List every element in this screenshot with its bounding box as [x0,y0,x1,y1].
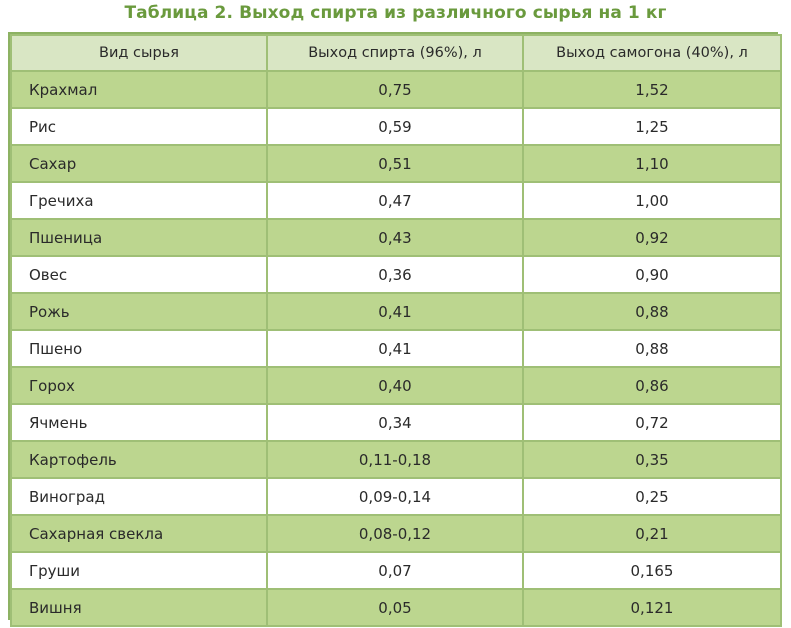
cell-spirit-yield: 0,05 [266,588,524,627]
table-row: Пшено 0,41 0,88 [10,329,782,368]
cell-moonshine-yield: 1,10 [522,144,782,183]
cell-spirit-yield: 0,41 [266,292,524,331]
header-moonshine-yield: Выход самогона (40%), л [522,34,782,72]
cell-raw-material: Горох [10,366,268,405]
table-row: Виноград 0,09-0,14 0,25 [10,477,782,516]
table-row: Сахарная свекла 0,08-0,12 0,21 [10,514,782,553]
cell-moonshine-yield: 0,90 [522,255,782,294]
cell-spirit-yield: 0,41 [266,329,524,368]
table-row: Овес 0,36 0,90 [10,255,782,294]
cell-spirit-yield: 0,34 [266,403,524,442]
cell-raw-material: Рис [10,107,268,146]
cell-moonshine-yield: 0,88 [522,292,782,331]
cell-moonshine-yield: 0,92 [522,218,782,257]
cell-raw-material: Груши [10,551,268,590]
cell-moonshine-yield: 0,88 [522,329,782,368]
table-header-row: Вид сырья Выход спирта (96%), л Выход са… [10,34,782,72]
yield-table-container: Вид сырья Выход спирта (96%), л Выход са… [8,32,782,627]
cell-raw-material: Сахарная свекла [10,514,268,553]
cell-raw-material: Овес [10,255,268,294]
cell-raw-material: Рожь [10,292,268,331]
table-row: Гречиха 0,47 1,00 [10,181,782,220]
cell-moonshine-yield: 1,00 [522,181,782,220]
cell-spirit-yield: 0,40 [266,366,524,405]
cell-spirit-yield: 0,07 [266,551,524,590]
cell-spirit-yield: 0,09-0,14 [266,477,524,516]
cell-raw-material: Пшено [10,329,268,368]
table-title: Таблица 2. Выход спирта из различного сы… [124,3,667,23]
table-row: Вишня 0,05 0,121 [10,588,782,627]
cell-spirit-yield: 0,75 [266,70,524,109]
cell-moonshine-yield: 0,121 [522,588,782,627]
cell-moonshine-yield: 0,21 [522,514,782,553]
table-row: Рис 0,59 1,25 [10,107,782,146]
cell-spirit-yield: 0,36 [266,255,524,294]
cell-moonshine-yield: 1,52 [522,70,782,109]
table-row: Крахмал 0,75 1,52 [10,70,782,109]
cell-raw-material: Вишня [10,588,268,627]
cell-moonshine-yield: 0,25 [522,477,782,516]
table-row: Картофель 0,11-0,18 0,35 [10,440,782,479]
header-raw-material: Вид сырья [10,34,268,72]
cell-raw-material: Пшеница [10,218,268,257]
table-row: Сахар 0,51 1,10 [10,144,782,183]
cell-moonshine-yield: 0,86 [522,366,782,405]
cell-spirit-yield: 0,43 [266,218,524,257]
header-spirit-yield: Выход спирта (96%), л [266,34,524,72]
table-row: Горох 0,40 0,86 [10,366,782,405]
cell-raw-material: Гречиха [10,181,268,220]
cell-raw-material: Крахмал [10,70,268,109]
cell-raw-material: Сахар [10,144,268,183]
cell-moonshine-yield: 0,35 [522,440,782,479]
table-row: Рожь 0,41 0,88 [10,292,782,331]
cell-spirit-yield: 0,08-0,12 [266,514,524,553]
yield-table: Вид сырья Выход спирта (96%), л Выход са… [10,34,782,627]
cell-spirit-yield: 0,59 [266,107,524,146]
table-row: Ячмень 0,34 0,72 [10,403,782,442]
cell-raw-material: Виноград [10,477,268,516]
cell-spirit-yield: 0,51 [266,144,524,183]
table-row: Пшеница 0,43 0,92 [10,218,782,257]
cell-spirit-yield: 0,47 [266,181,524,220]
cell-moonshine-yield: 0,165 [522,551,782,590]
cell-moonshine-yield: 0,72 [522,403,782,442]
cell-raw-material: Картофель [10,440,268,479]
table-row: Груши 0,07 0,165 [10,551,782,590]
cell-spirit-yield: 0,11-0,18 [266,440,524,479]
cell-moonshine-yield: 1,25 [522,107,782,146]
cell-raw-material: Ячмень [10,403,268,442]
